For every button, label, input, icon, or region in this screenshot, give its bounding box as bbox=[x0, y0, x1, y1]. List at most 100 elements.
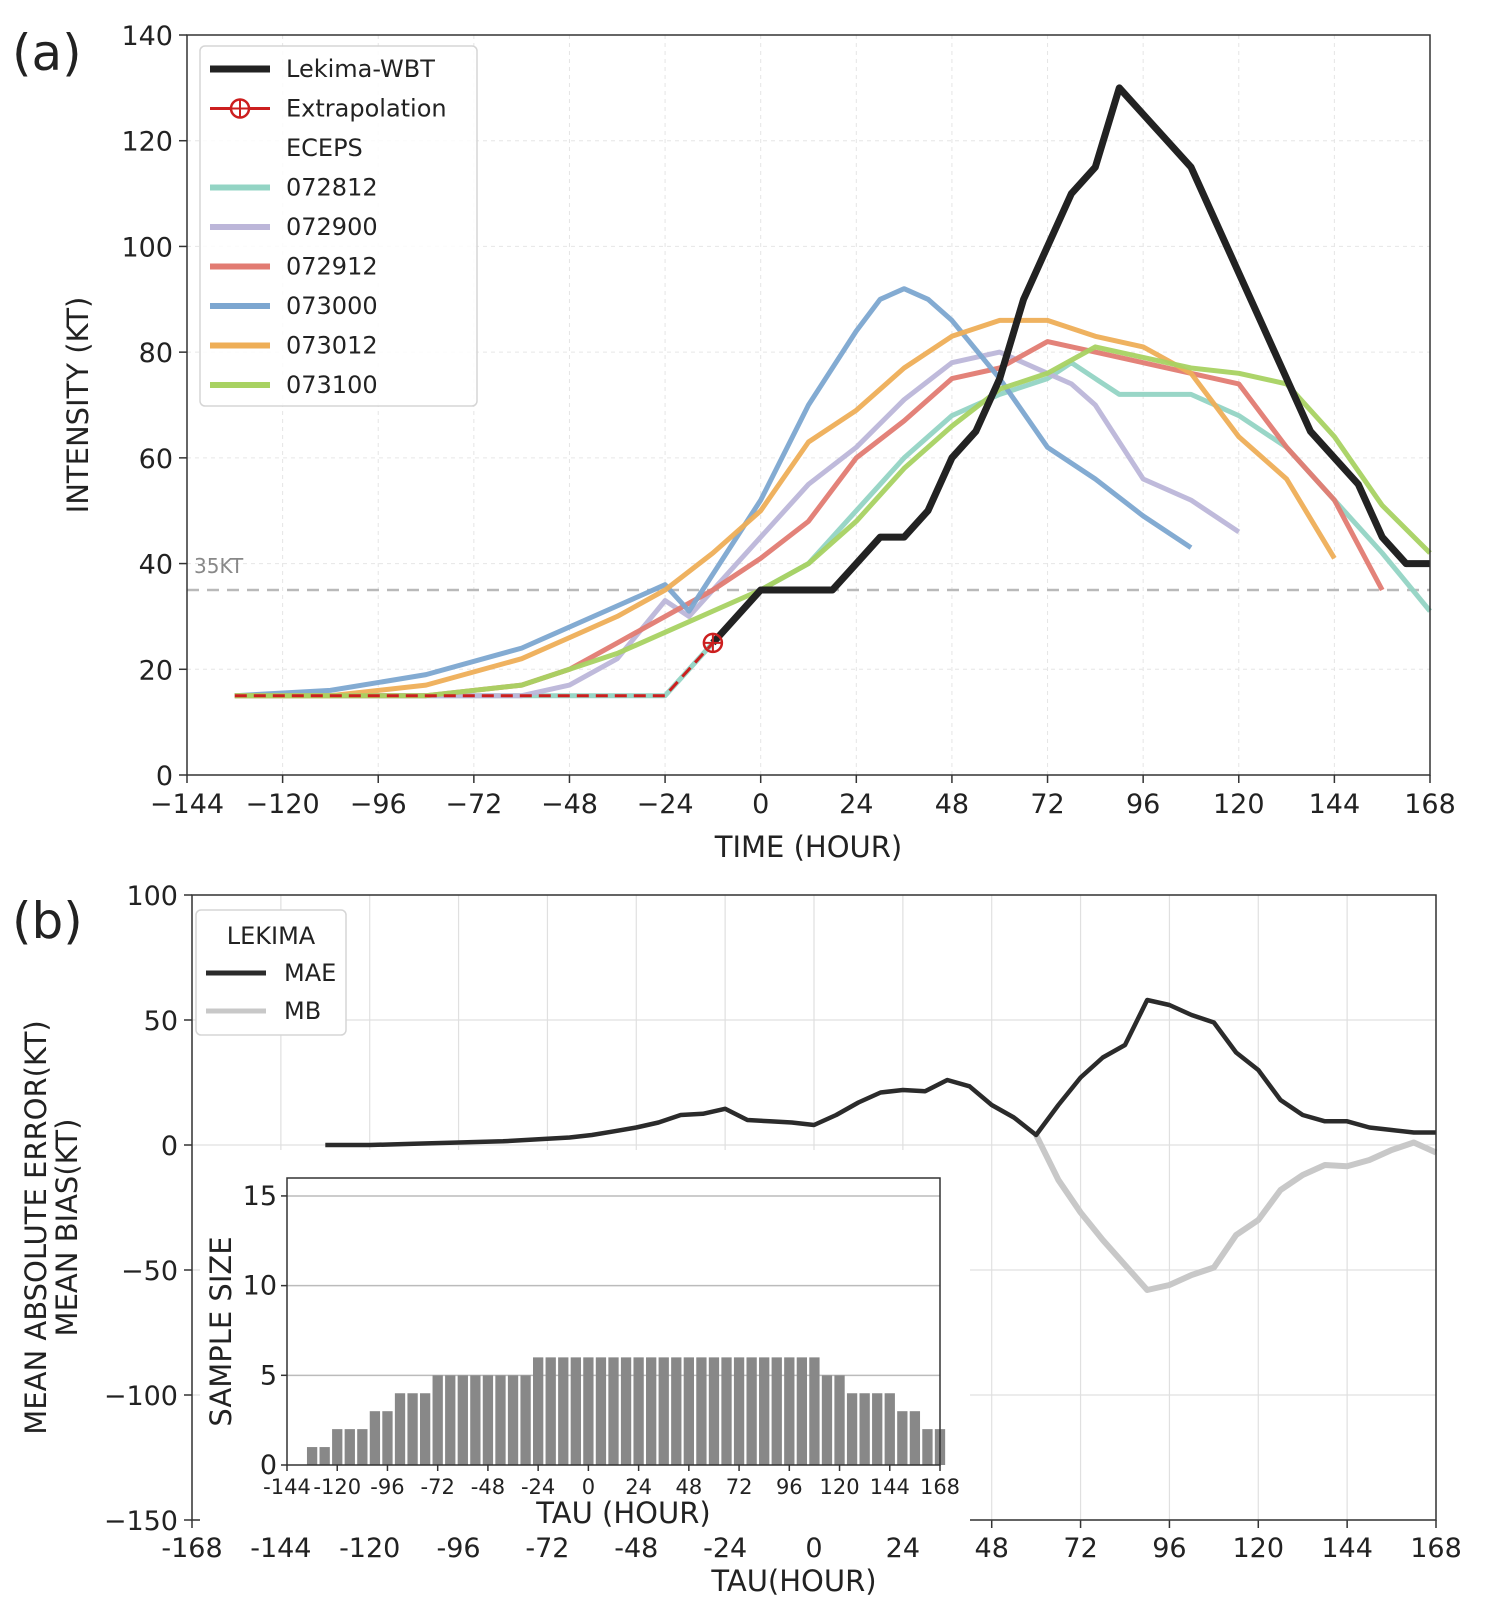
legend: Lekima-WBT Extrapolation ECEPS 072812 072900… bbox=[199, 45, 478, 407]
sample-bar bbox=[872, 1393, 883, 1465]
legend-label-072900: 072900 bbox=[286, 213, 378, 241]
sample-bar bbox=[520, 1375, 531, 1465]
x-tick-label: −72 bbox=[445, 789, 502, 820]
x-tick-label: -120 bbox=[313, 1475, 361, 1499]
y-tick-label: 0 bbox=[156, 761, 173, 792]
legend-group-title: ECEPS bbox=[286, 134, 363, 162]
y-tick-label: −50 bbox=[121, 1256, 178, 1287]
y-tick-label: 5 bbox=[260, 1360, 277, 1391]
x-tick-label: -96 bbox=[370, 1475, 404, 1499]
sample-bar bbox=[683, 1357, 694, 1465]
plot-frame bbox=[186, 34, 1431, 776]
sample-bar bbox=[507, 1375, 519, 1465]
sample-bar bbox=[696, 1357, 707, 1465]
x-tick-label: 168 bbox=[920, 1475, 960, 1499]
x-tick-label: −144 bbox=[150, 789, 224, 820]
sample-bar bbox=[859, 1393, 870, 1465]
sample-bar bbox=[482, 1375, 494, 1465]
sample-bar bbox=[382, 1411, 393, 1465]
legend-label-073000: 073000 bbox=[286, 292, 378, 320]
sample-bar bbox=[407, 1393, 418, 1465]
x-tick-label: 0 bbox=[582, 1475, 595, 1499]
panel-label-a: (a) bbox=[12, 24, 82, 82]
series-line-lekima-wbt bbox=[710, 84, 1430, 646]
x-tick-label: 72 bbox=[1063, 1533, 1097, 1564]
x-tick-label: -24 bbox=[521, 1475, 555, 1499]
inset-frame bbox=[286, 1177, 941, 1466]
x-tick-label: -168 bbox=[161, 1533, 222, 1564]
x-tick-label: 168 bbox=[1410, 1533, 1462, 1564]
series-line-073000 bbox=[234, 286, 1193, 699]
x-tick-label: 0 bbox=[752, 789, 769, 820]
x-tick-label: 96 bbox=[1126, 789, 1160, 820]
sample-bar bbox=[784, 1357, 795, 1465]
sample-bar bbox=[846, 1393, 858, 1465]
series-line-mae bbox=[325, 997, 1436, 1148]
y-tick-label: 50 bbox=[144, 1006, 178, 1037]
x-tick-label: 24 bbox=[839, 789, 873, 820]
sample-bar bbox=[746, 1357, 757, 1465]
legend-title: LEKIMA bbox=[227, 922, 316, 950]
sample-bar bbox=[909, 1411, 921, 1465]
sample-bar bbox=[570, 1357, 581, 1465]
sample-bar bbox=[457, 1375, 468, 1465]
sample-bar bbox=[595, 1357, 607, 1465]
reference-line-label: 35KT bbox=[194, 554, 244, 578]
sample-bar bbox=[708, 1357, 720, 1465]
x-tick-label: 72 bbox=[726, 1475, 753, 1499]
sample-bar bbox=[759, 1357, 770, 1465]
sample-bar bbox=[834, 1375, 845, 1465]
legend-label-extrapolation: Extrapolation bbox=[286, 95, 447, 123]
y-tick-label: 60 bbox=[139, 444, 173, 475]
series-line-extrapolation bbox=[234, 641, 715, 698]
x-tick-label: 0 bbox=[805, 1533, 822, 1564]
y-tick-label: 15 bbox=[243, 1181, 277, 1212]
sample-bar bbox=[620, 1357, 632, 1465]
panel-label-b: (b) bbox=[12, 892, 83, 950]
x-tick-label: 120 bbox=[1233, 1533, 1285, 1564]
y-tick-label: −150 bbox=[104, 1506, 178, 1537]
sample-bar bbox=[419, 1393, 431, 1465]
sample-bar bbox=[319, 1447, 330, 1465]
x-tick-label: 48 bbox=[935, 789, 969, 820]
sample-bar bbox=[796, 1357, 808, 1465]
x-tick-label: −24 bbox=[637, 789, 694, 820]
x-tick-label: -72 bbox=[525, 1533, 569, 1564]
x-tick-label: 144 bbox=[870, 1475, 910, 1499]
legend-box bbox=[195, 909, 347, 1036]
sample-bar bbox=[445, 1375, 456, 1465]
y-tick-label: 40 bbox=[139, 550, 173, 581]
legend-box bbox=[199, 45, 478, 407]
legend-label-072912: 072912 bbox=[286, 253, 378, 281]
y-tick-label: 0 bbox=[161, 1131, 178, 1162]
sample-bar bbox=[369, 1411, 381, 1465]
x-tick-label: 48 bbox=[675, 1475, 702, 1499]
sample-bar bbox=[809, 1357, 820, 1465]
sample-bar bbox=[394, 1393, 406, 1465]
x-axis-title: TIME (HOUR) bbox=[714, 830, 902, 864]
x-tick-label: -48 bbox=[471, 1475, 505, 1499]
legend-label-mae: MAE bbox=[284, 959, 336, 987]
x-tick-label: -96 bbox=[437, 1533, 481, 1564]
x-tick-label: 168 bbox=[1404, 789, 1456, 820]
sample-bar bbox=[545, 1357, 556, 1465]
sample-bar bbox=[470, 1375, 481, 1465]
y-tick-label: 100 bbox=[126, 881, 178, 912]
y-tick-label: 80 bbox=[139, 338, 173, 369]
legend-label-073012: 073012 bbox=[286, 332, 378, 360]
sample-bar bbox=[332, 1429, 343, 1465]
sample-bar bbox=[344, 1429, 355, 1465]
sample-bar bbox=[821, 1375, 833, 1465]
sample-bar bbox=[922, 1429, 933, 1465]
x-tick-label: -144 bbox=[263, 1475, 311, 1499]
sample-bar bbox=[633, 1357, 644, 1465]
series-line-072812 bbox=[234, 360, 1432, 699]
x-axis-title: TAU(HOUR) bbox=[710, 1564, 876, 1598]
x-tick-label: -120 bbox=[339, 1533, 400, 1564]
series-line-mb bbox=[1033, 1133, 1438, 1293]
x-tick-label: 120 bbox=[1213, 789, 1265, 820]
sample-bar bbox=[658, 1357, 669, 1465]
x-tick-label: 120 bbox=[819, 1475, 859, 1499]
legend: LEKIMA MAE MB bbox=[195, 909, 347, 1036]
